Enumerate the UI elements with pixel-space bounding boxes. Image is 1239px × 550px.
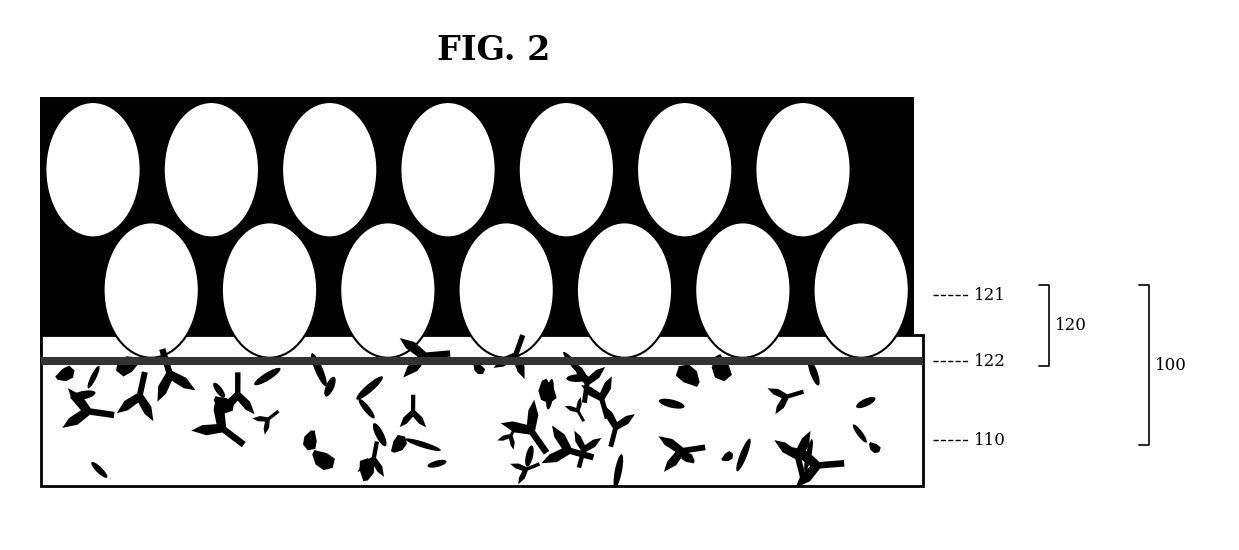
Polygon shape: [56, 366, 74, 381]
Ellipse shape: [637, 102, 732, 238]
Ellipse shape: [254, 368, 280, 385]
Ellipse shape: [756, 102, 851, 238]
Text: 121: 121: [974, 287, 1005, 304]
Polygon shape: [575, 362, 605, 403]
Polygon shape: [658, 436, 706, 472]
Text: FIG. 2: FIG. 2: [437, 34, 551, 67]
Ellipse shape: [566, 374, 589, 382]
Text: 122: 122: [974, 353, 1005, 370]
Polygon shape: [116, 356, 140, 377]
Bar: [41, 335, 923, 486]
Polygon shape: [869, 442, 881, 453]
Polygon shape: [721, 451, 733, 461]
Ellipse shape: [519, 102, 615, 238]
Ellipse shape: [104, 222, 198, 358]
Ellipse shape: [546, 379, 554, 409]
Ellipse shape: [311, 353, 327, 386]
Ellipse shape: [564, 352, 587, 379]
Polygon shape: [191, 398, 245, 447]
Polygon shape: [510, 463, 540, 484]
Ellipse shape: [357, 376, 383, 400]
Polygon shape: [581, 376, 612, 419]
Ellipse shape: [577, 222, 672, 358]
Polygon shape: [675, 365, 700, 387]
Polygon shape: [62, 388, 114, 428]
Polygon shape: [565, 397, 585, 422]
Bar: [41, 97, 914, 363]
Polygon shape: [400, 338, 451, 377]
Ellipse shape: [341, 222, 435, 358]
Ellipse shape: [213, 383, 225, 398]
Ellipse shape: [804, 439, 813, 471]
Polygon shape: [539, 378, 556, 404]
Ellipse shape: [222, 222, 317, 358]
Polygon shape: [493, 334, 525, 379]
Ellipse shape: [71, 390, 95, 400]
Polygon shape: [541, 425, 595, 463]
Polygon shape: [497, 424, 518, 450]
Polygon shape: [501, 400, 549, 455]
Polygon shape: [304, 431, 317, 450]
Polygon shape: [681, 452, 695, 464]
Polygon shape: [774, 431, 810, 481]
Polygon shape: [473, 362, 486, 374]
Polygon shape: [390, 435, 406, 453]
Text: 100: 100: [1155, 357, 1187, 374]
Ellipse shape: [458, 222, 554, 358]
Ellipse shape: [613, 454, 623, 488]
Ellipse shape: [427, 460, 446, 467]
Polygon shape: [575, 431, 601, 468]
Ellipse shape: [808, 359, 820, 386]
Bar: [41, 358, 923, 365]
Ellipse shape: [325, 377, 336, 397]
Polygon shape: [767, 388, 804, 414]
Ellipse shape: [88, 366, 99, 388]
Polygon shape: [221, 372, 255, 414]
Polygon shape: [116, 371, 154, 421]
Polygon shape: [253, 410, 280, 434]
Ellipse shape: [852, 425, 867, 443]
Polygon shape: [400, 395, 426, 427]
Ellipse shape: [736, 438, 751, 471]
Ellipse shape: [92, 462, 108, 478]
Ellipse shape: [373, 423, 387, 446]
Polygon shape: [711, 354, 732, 381]
Ellipse shape: [164, 102, 259, 238]
Ellipse shape: [814, 222, 909, 358]
Ellipse shape: [525, 446, 534, 466]
Text: 120: 120: [1054, 317, 1087, 334]
Polygon shape: [357, 441, 384, 477]
Text: 110: 110: [974, 432, 1005, 449]
Ellipse shape: [400, 102, 496, 238]
Ellipse shape: [405, 438, 441, 451]
Ellipse shape: [358, 399, 374, 419]
Ellipse shape: [659, 399, 685, 409]
Polygon shape: [359, 458, 374, 481]
Polygon shape: [606, 406, 634, 447]
Polygon shape: [312, 450, 335, 470]
Polygon shape: [792, 447, 845, 488]
Ellipse shape: [282, 102, 378, 238]
Polygon shape: [157, 348, 196, 401]
Ellipse shape: [695, 222, 790, 358]
Ellipse shape: [46, 102, 141, 238]
Polygon shape: [214, 396, 234, 414]
Bar: [41, 358, 914, 363]
Ellipse shape: [856, 397, 876, 408]
